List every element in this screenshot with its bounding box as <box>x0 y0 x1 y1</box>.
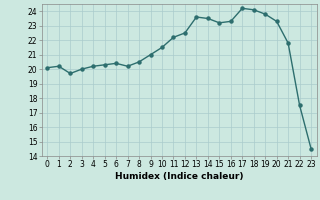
X-axis label: Humidex (Indice chaleur): Humidex (Indice chaleur) <box>115 172 244 181</box>
